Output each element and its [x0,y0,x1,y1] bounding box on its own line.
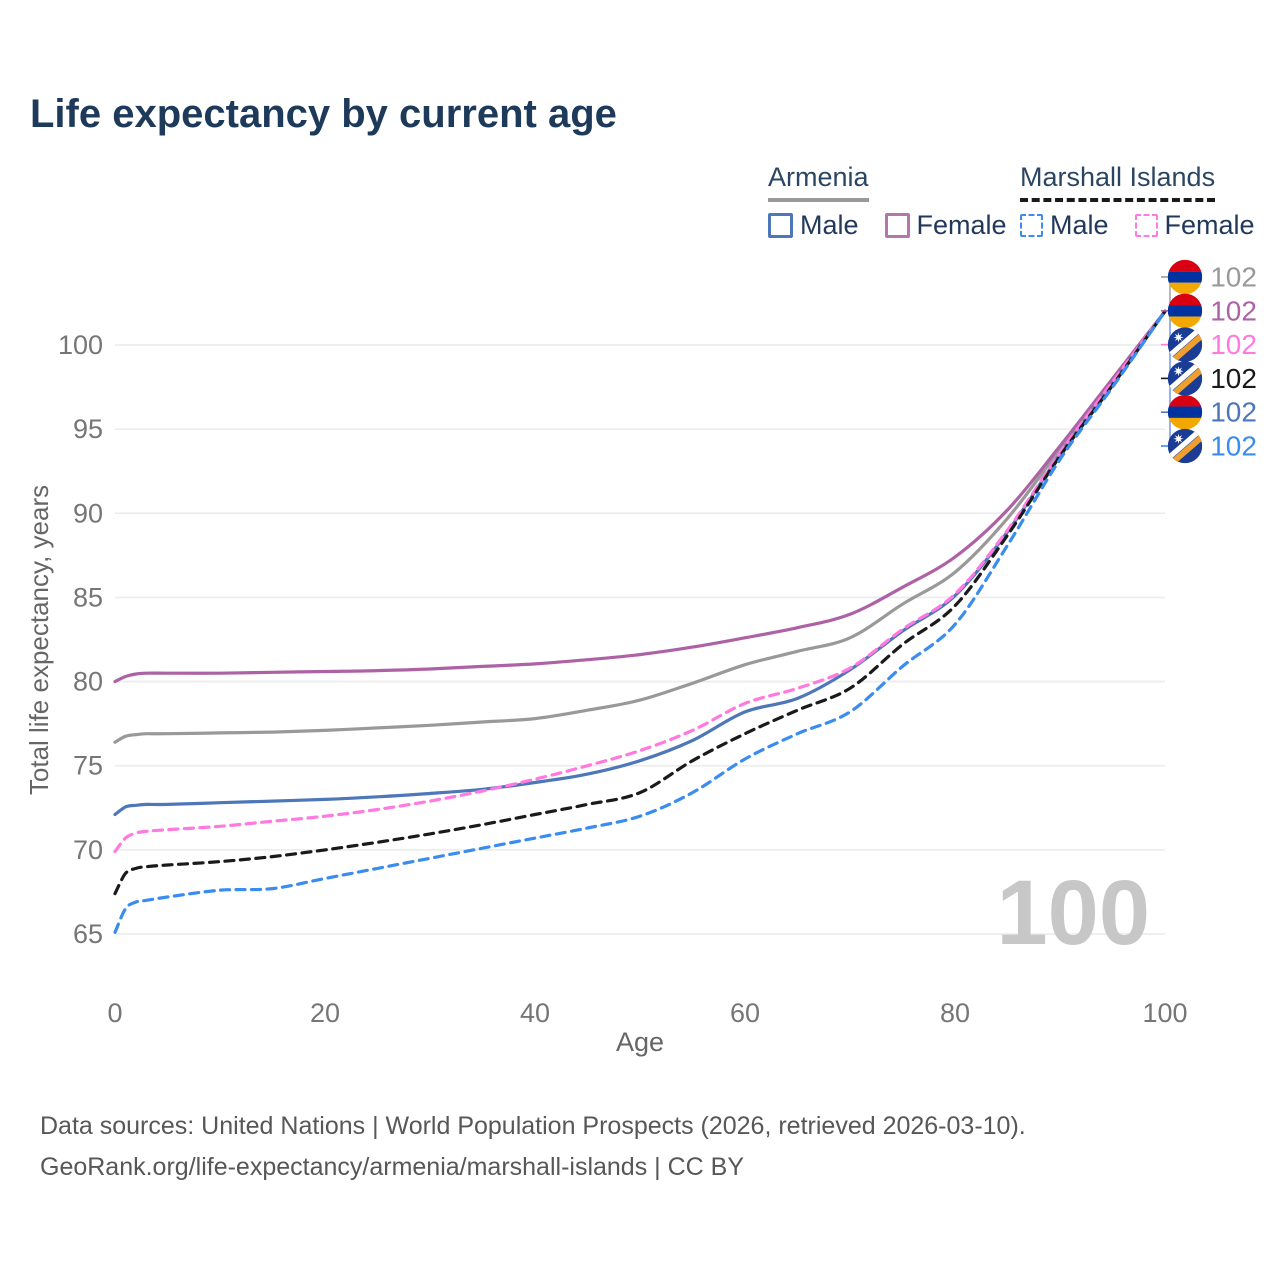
series-line-armenia-male[interactable] [113,309,1167,817]
end-label-value-armenia-all: 102 [1210,262,1257,293]
y-axis-title: Total life expectancy, years [24,485,54,795]
legend-item-label: Male [1050,209,1109,240]
series-line-marshall-islands-male[interactable] [113,309,1167,934]
source-url-line: GeoRank.org/life-expectancy/armenia/mars… [40,1153,745,1181]
x-tick-label: 100 [1142,998,1187,1028]
series-line-marshall-islands-female[interactable] [113,309,1167,854]
checkbox-armenia-female-icon[interactable] [884,212,910,238]
legend-country-armenia[interactable]: Armenia [768,162,869,202]
end-label-value-marshall-islands-all: 102 [1210,363,1257,394]
x-axis-title: Age [616,1027,664,1057]
y-tick-label: 85 [73,582,103,612]
y-tick-label: 65 [73,919,103,949]
page-title: Life expectancy by current age [30,92,617,136]
end-label-value-marshall-islands-male: 102 [1210,431,1257,462]
series-line-armenia-all[interactable] [113,309,1167,744]
legend-items-armenia: Male Female [768,210,1007,241]
legend-group-armenia: Armenia Male Female [768,162,1007,241]
legend-item-label: Male [800,209,859,240]
series-line-marshall-islands-all[interactable] [113,309,1167,896]
legend-group-marshall-islands: Marshall Islands Male Female [1020,162,1255,241]
checkbox-marshall-male-icon[interactable] [1020,213,1043,237]
watermark-max-age: 100 [997,862,1151,964]
x-tick-label: 40 [520,998,550,1028]
end-label-value-armenia-male: 102 [1210,397,1257,428]
legend-item-label: Female [1164,209,1255,240]
series-line-armenia-female[interactable] [113,309,1167,684]
y-tick-label: 70 [73,835,103,865]
legend-item-armenia-male[interactable]: Male [768,210,859,241]
checkbox-armenia-male-icon[interactable] [768,212,793,238]
data-sources-line: Data sources: United Nations | World Pop… [40,1112,1026,1140]
marshall-islands-flag-icon [1167,428,1203,464]
y-tick-label: 95 [73,414,103,444]
x-tick-label: 20 [310,998,340,1028]
armenia-flag-icon [1167,259,1203,295]
y-tick-label: 80 [73,667,103,697]
legend-item-label: Female [916,209,1007,240]
legend-item-marshall-male[interactable]: Male [1020,210,1109,241]
end-label-value-armenia-female: 102 [1210,295,1257,326]
legend-items-marshall-islands: Male Female [1020,210,1255,241]
legend-country-marshall-islands[interactable]: Marshall Islands [1020,162,1216,202]
x-tick-label: 0 [107,998,122,1028]
y-tick-label: 90 [73,498,103,528]
legend-item-armenia-female[interactable]: Female [884,209,1007,241]
y-tick-label: 100 [58,330,103,360]
marshall-islands-flag-icon [1167,361,1203,396]
attribution-footer: Data sources: United Nations | World Pop… [40,1106,1026,1188]
checkbox-marshall-female-icon[interactable] [1134,213,1158,237]
marshall-islands-flag-icon [1167,327,1203,362]
end-label-value-marshall-islands-female: 102 [1210,329,1257,360]
x-tick-label: 80 [940,998,970,1028]
armenia-flag-icon [1167,293,1203,328]
x-tick-label: 60 [730,998,760,1028]
armenia-flag-icon [1167,395,1203,430]
y-tick-label: 75 [73,751,103,781]
legend-item-marshall-female[interactable]: Female [1134,209,1255,241]
